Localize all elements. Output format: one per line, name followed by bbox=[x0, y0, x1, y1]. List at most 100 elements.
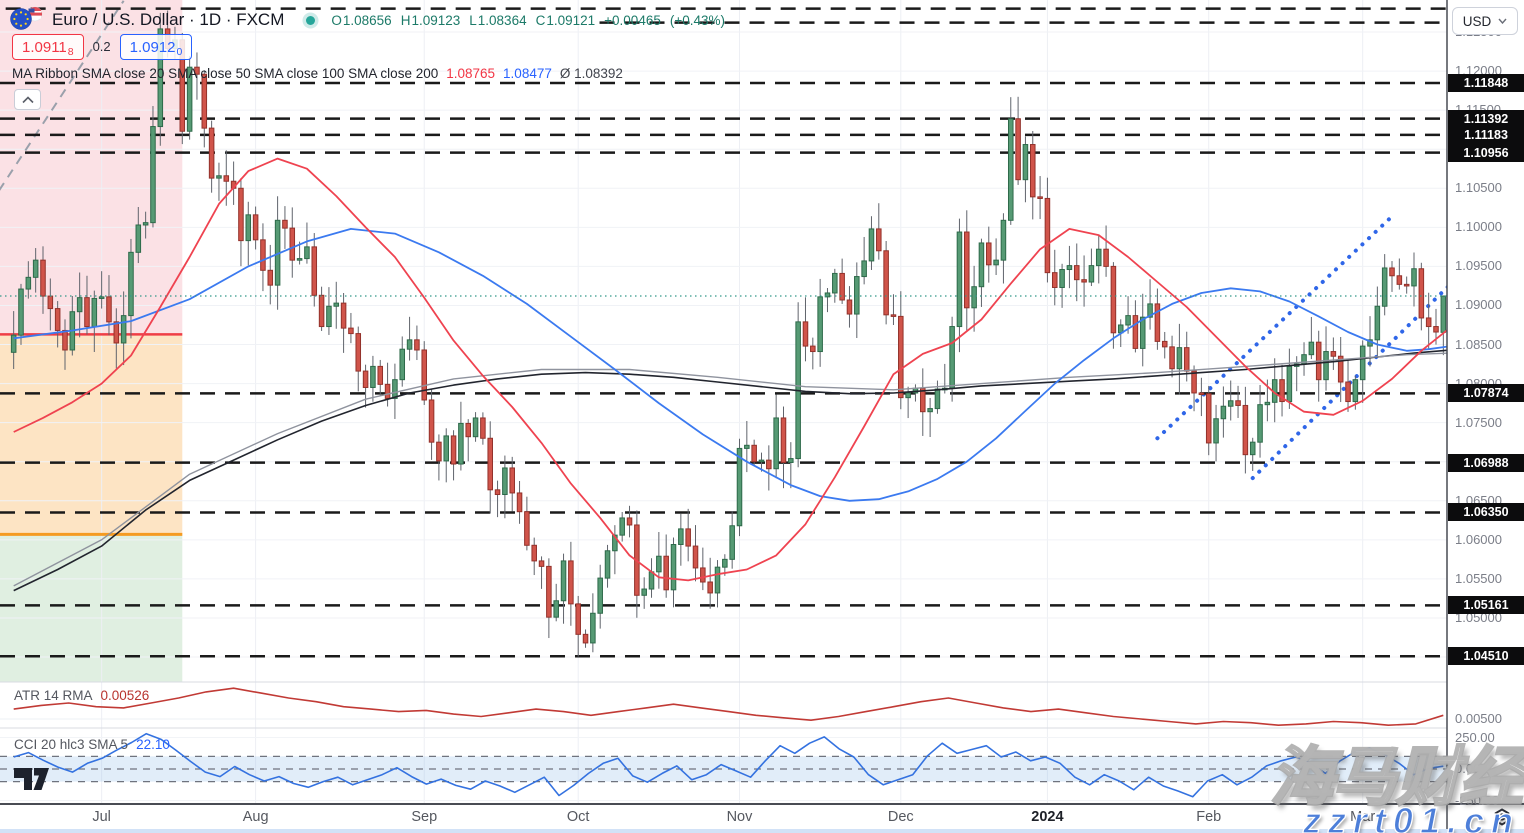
candle-down[interactable] bbox=[1132, 315, 1139, 349]
candle-down[interactable] bbox=[1389, 267, 1395, 277]
candle-up[interactable] bbox=[590, 612, 596, 644]
candle-up[interactable] bbox=[934, 388, 941, 410]
candle-down[interactable] bbox=[898, 315, 904, 399]
candle-up[interactable] bbox=[443, 435, 450, 462]
ma-ribbon-status[interactable]: MA Ribbon SMA close 20 SMA close 50 SMA … bbox=[12, 66, 623, 81]
candle-down[interactable] bbox=[964, 231, 970, 309]
candle-down[interactable] bbox=[106, 296, 112, 323]
candle-up[interactable] bbox=[817, 296, 823, 353]
candle-up[interactable] bbox=[1257, 404, 1263, 443]
candle-down[interactable] bbox=[348, 327, 354, 335]
atr-line[interactable] bbox=[13, 687, 1444, 727]
candle-up[interactable] bbox=[641, 588, 647, 596]
candle-up[interactable] bbox=[150, 126, 156, 224]
candle-up[interactable] bbox=[1374, 305, 1381, 341]
candle-down[interactable] bbox=[1029, 144, 1036, 198]
candle-down[interactable] bbox=[1044, 197, 1051, 274]
candle-down[interactable] bbox=[1183, 347, 1190, 372]
candle-up[interactable] bbox=[1264, 401, 1271, 406]
candle-up[interactable] bbox=[370, 365, 376, 388]
candle-up[interactable] bbox=[758, 459, 765, 463]
candle-down[interactable] bbox=[538, 560, 545, 567]
candle-down[interactable] bbox=[685, 528, 691, 547]
time-axis-label[interactable]: Sep bbox=[411, 809, 438, 825]
market-status-dot-icon[interactable] bbox=[306, 15, 316, 25]
candle-down[interactable] bbox=[1110, 265, 1117, 334]
time-axis-label[interactable]: 2024 bbox=[1031, 809, 1064, 825]
candle-down[interactable] bbox=[318, 294, 325, 328]
candle-down[interactable] bbox=[384, 383, 391, 399]
candle-down[interactable] bbox=[1235, 400, 1241, 406]
candle-down[interactable] bbox=[414, 339, 420, 351]
candle-up[interactable] bbox=[392, 379, 398, 399]
candle-down[interactable] bbox=[1073, 265, 1080, 281]
candle-down[interactable] bbox=[252, 214, 259, 241]
candle-down[interactable] bbox=[876, 228, 882, 252]
time-axis-label[interactable]: Nov bbox=[726, 809, 753, 825]
candle-down[interactable] bbox=[1205, 393, 1212, 444]
candle-down[interactable] bbox=[428, 399, 435, 443]
candle-up[interactable] bbox=[905, 392, 911, 399]
candle-down[interactable] bbox=[311, 246, 318, 296]
candle-up[interactable] bbox=[1007, 118, 1014, 221]
candle-down[interactable] bbox=[626, 517, 633, 526]
candle-down[interactable] bbox=[289, 227, 296, 261]
candle-down[interactable] bbox=[340, 302, 347, 329]
candle-up[interactable] bbox=[25, 276, 32, 290]
candle-down[interactable] bbox=[531, 544, 537, 562]
candle-down[interactable] bbox=[986, 242, 992, 266]
candle-up[interactable] bbox=[861, 260, 867, 278]
candle-up[interactable] bbox=[1176, 347, 1183, 370]
candle-down[interactable] bbox=[766, 459, 772, 470]
candle-down[interactable] bbox=[1154, 303, 1161, 342]
candle-up[interactable] bbox=[729, 525, 735, 560]
candle-up[interactable] bbox=[1286, 365, 1293, 403]
candle-down[interactable] bbox=[524, 511, 530, 546]
candle-down[interactable] bbox=[780, 417, 787, 463]
candle-up[interactable] bbox=[1411, 268, 1417, 287]
candle-up[interactable] bbox=[1213, 418, 1219, 444]
candle-up[interactable] bbox=[142, 222, 149, 226]
candle-down[interactable] bbox=[362, 370, 369, 388]
candle-up[interactable] bbox=[978, 242, 985, 288]
candle-up[interactable] bbox=[648, 571, 655, 590]
candle-down[interactable] bbox=[890, 314, 897, 317]
candle-up[interactable] bbox=[304, 246, 310, 260]
buy-button[interactable]: 1.0912 0 bbox=[119, 33, 193, 60]
candle-up[interactable] bbox=[10, 334, 17, 353]
candle-up[interactable] bbox=[744, 444, 750, 449]
candle-down[interactable] bbox=[494, 489, 501, 496]
candle-up[interactable] bbox=[612, 534, 618, 552]
candle-up[interactable] bbox=[296, 258, 303, 261]
candle-up[interactable] bbox=[399, 348, 406, 381]
candle-down[interactable] bbox=[54, 308, 61, 331]
candle-up[interactable] bbox=[971, 286, 977, 309]
candle-up[interactable] bbox=[502, 467, 508, 496]
time-axis-label[interactable]: Feb bbox=[1196, 809, 1222, 825]
candle-down[interactable] bbox=[1330, 351, 1337, 357]
candle-down[interactable] bbox=[487, 437, 493, 491]
candle-up[interactable] bbox=[98, 296, 105, 299]
candle-down[interactable] bbox=[436, 441, 442, 462]
time-axis[interactable]: Jul Aug Sep Oct Nov Dec 2024 Feb Mar bbox=[0, 806, 1447, 830]
collapse-indicators-button[interactable] bbox=[14, 89, 41, 110]
candle-up[interactable] bbox=[656, 555, 662, 573]
candle-down[interactable] bbox=[1051, 272, 1058, 288]
candle-down[interactable] bbox=[663, 555, 669, 591]
candle-up[interactable] bbox=[18, 288, 24, 336]
candle-down[interactable] bbox=[810, 345, 816, 353]
candle-up[interactable] bbox=[1323, 351, 1329, 381]
candle-down[interactable] bbox=[201, 73, 208, 129]
candle-down[interactable] bbox=[421, 349, 428, 401]
candle-up[interactable] bbox=[472, 417, 479, 438]
candle-up[interactable] bbox=[1352, 379, 1359, 403]
candle-down[interactable] bbox=[47, 295, 54, 310]
tradingview-logo[interactable] bbox=[14, 768, 50, 790]
candle-down[interactable] bbox=[40, 259, 46, 297]
candle-down[interactable] bbox=[450, 435, 457, 465]
candle-down[interactable] bbox=[223, 175, 230, 182]
candle-up[interactable] bbox=[1381, 267, 1388, 307]
sma-line-sma50[interactable] bbox=[13, 227, 1451, 502]
candle-up[interactable] bbox=[854, 276, 860, 315]
sma-line-sma200[interactable] bbox=[13, 349, 1451, 592]
